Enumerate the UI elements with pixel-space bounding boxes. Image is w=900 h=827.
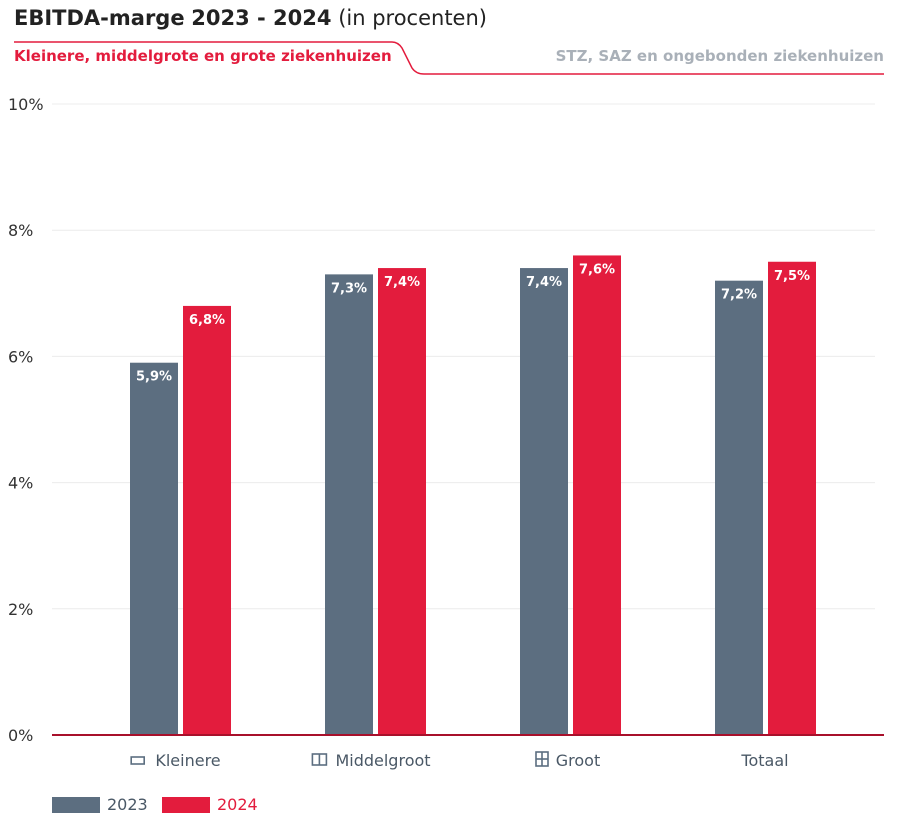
- medium-hospital-icon: [311, 753, 328, 766]
- legend-item-2023[interactable]: 2023: [52, 795, 148, 814]
- data-label: 7,3%: [331, 281, 367, 296]
- data-label: 5,9%: [136, 370, 172, 385]
- title-unit: (in procenten): [338, 6, 487, 30]
- data-label: 7,4%: [384, 275, 420, 290]
- bar-2023-totaal: [715, 280, 763, 735]
- x-tick-label: Groot: [556, 751, 600, 770]
- data-label: 7,5%: [774, 269, 810, 284]
- x-tick-label: Middelgroot: [335, 751, 430, 770]
- y-tick-label: 8%: [8, 221, 33, 240]
- x-tick-label: Totaal: [740, 751, 788, 770]
- y-tick-label: 4%: [8, 474, 33, 493]
- bar-2023-groot: [520, 268, 568, 735]
- title-main: EBITDA-marge: [14, 6, 185, 30]
- legend-item-2024[interactable]: 2024: [162, 795, 258, 814]
- tab-kleinere-middelgrote-grote[interactable]: Kleinere, middelgrote en grote ziekenhui…: [14, 47, 392, 65]
- bar-2024-groot: [573, 255, 621, 735]
- bar-2023-kleinere: [130, 362, 178, 735]
- y-tick-label: 0%: [8, 726, 33, 745]
- tab-stz-saz-ongebonden[interactable]: STZ, SAZ en ongebonden ziekenhuizen: [555, 47, 884, 65]
- title-years: 2023 - 2024: [191, 6, 332, 30]
- legend-label-2024: 2024: [217, 795, 258, 814]
- x-tick-label: Kleinere: [155, 751, 220, 770]
- data-label: 6,8%: [189, 313, 225, 328]
- data-label: 7,6%: [579, 262, 615, 277]
- small-hospital-icon: [130, 756, 145, 765]
- legend-swatch-2024: [162, 796, 210, 813]
- large-hospital-icon: [535, 751, 549, 767]
- data-label: 7,2%: [721, 288, 757, 303]
- bar-2024-kleinere: [183, 305, 231, 735]
- legend-swatch-2023: [52, 796, 100, 813]
- y-tick-label: 10%: [8, 95, 44, 114]
- y-tick-label: 6%: [8, 347, 33, 366]
- legend-label-2023: 2023: [107, 795, 148, 814]
- tab-outline: [14, 41, 884, 75]
- bar-2024-middelgroot: [378, 268, 426, 735]
- bar-2024-totaal: [768, 261, 816, 735]
- y-tick-label: 2%: [8, 600, 33, 619]
- chart-title: EBITDA-marge 2023 - 2024 (in procenten): [14, 6, 487, 30]
- bar-2023-middelgroot: [325, 274, 373, 735]
- icon-part: [130, 756, 145, 765]
- data-label: 7,4%: [526, 275, 562, 290]
